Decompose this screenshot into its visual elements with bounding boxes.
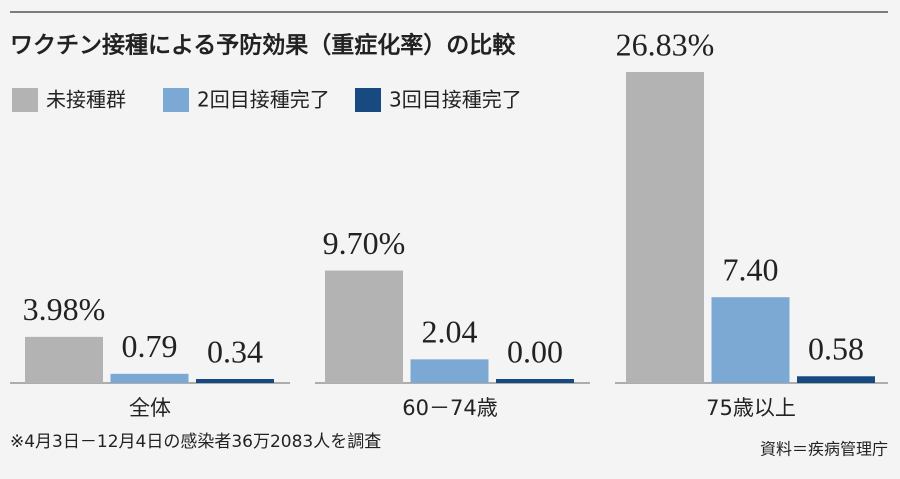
legend-label: 3回目接種完了 bbox=[389, 88, 522, 112]
x-tick-label: 75歳以上 bbox=[706, 396, 796, 420]
chart-title: ワクチン接種による予防効果（重症化率）の比較 bbox=[10, 32, 516, 59]
value-label: 0.79 bbox=[122, 328, 178, 364]
legend-swatch bbox=[355, 88, 381, 112]
note: ※4月3日－12月4日の感染者36万2083人を調査 bbox=[10, 432, 381, 452]
legend-swatch bbox=[163, 88, 189, 112]
bar bbox=[496, 379, 574, 383]
bar bbox=[25, 336, 103, 383]
bar bbox=[110, 373, 189, 383]
legend-label: 未接種群 bbox=[46, 88, 126, 112]
bar bbox=[410, 359, 489, 383]
value-label: 0.00 bbox=[507, 333, 563, 369]
bar bbox=[626, 72, 704, 383]
value-label: 0.34 bbox=[207, 333, 263, 369]
bar bbox=[711, 297, 790, 383]
value-label: 26.83% bbox=[616, 26, 715, 62]
legend-swatch bbox=[12, 88, 38, 112]
x-tick-label: 全体 bbox=[129, 396, 171, 420]
value-label: 2.04 bbox=[422, 314, 478, 350]
x-tick-label: 60－74歳 bbox=[402, 396, 497, 420]
value-label: 9.70% bbox=[323, 225, 406, 261]
source: 資料＝疾病管理庁 bbox=[760, 440, 888, 459]
value-label: 3.98% bbox=[23, 291, 106, 327]
bar bbox=[797, 376, 875, 383]
value-label: 7.40 bbox=[723, 252, 779, 288]
bar bbox=[196, 379, 274, 383]
legend-label: 2回目接種完了 bbox=[197, 88, 330, 112]
value-label: 0.58 bbox=[808, 331, 864, 367]
bar bbox=[325, 270, 403, 383]
